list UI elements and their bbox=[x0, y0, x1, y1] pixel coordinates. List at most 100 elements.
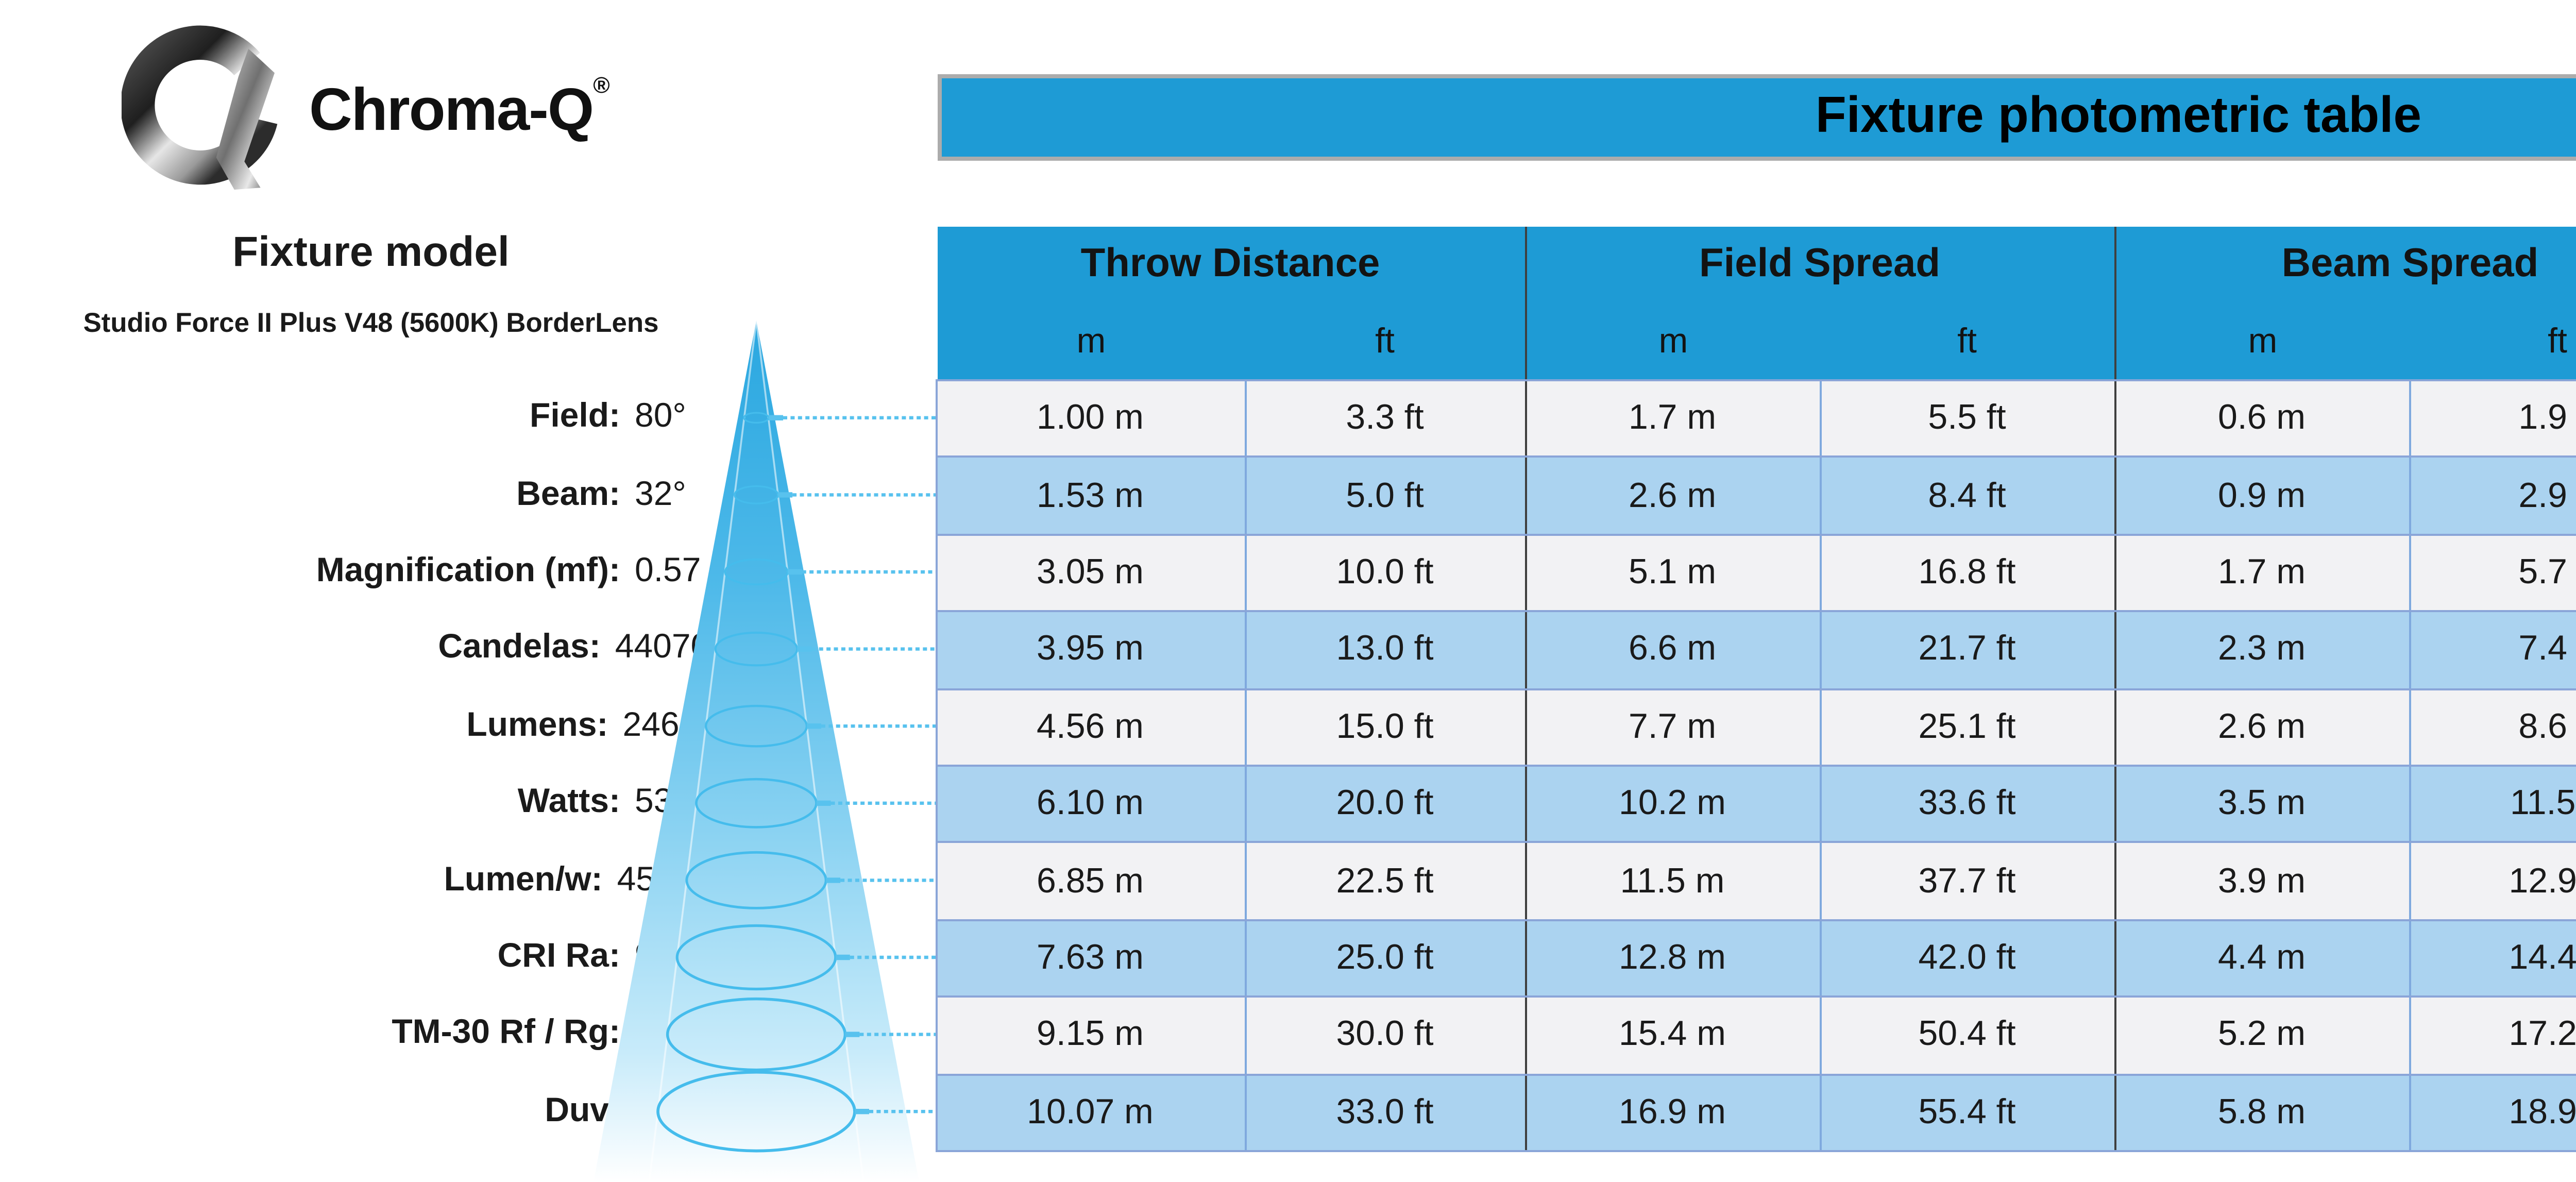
table-row: 3.05 m10.0 ft5.1 m16.8 ft1.7 m5.7 ft4737… bbox=[937, 533, 2576, 611]
spec-value: 80° bbox=[635, 398, 686, 435]
table-cell: 6.10 m bbox=[937, 766, 1246, 842]
table-cell: 2.6 m bbox=[2115, 689, 2410, 765]
table-cell: 5.0 ft bbox=[1246, 458, 1526, 534]
table-cell: 10.07 m bbox=[937, 1075, 1246, 1150]
table-cell: 37.7 ft bbox=[1821, 843, 2115, 919]
table-cell: 1.7 m bbox=[2115, 535, 2410, 611]
table-row: 1.00 m3.3 ft1.7 m5.5 ft0.6 m1.9 ft44070 … bbox=[937, 379, 2576, 457]
column-unit-header: ft bbox=[1246, 303, 1526, 379]
table-cell: 2.3 m bbox=[2115, 612, 2410, 688]
table-cell: 30.0 ft bbox=[1246, 998, 1526, 1073]
spec-row: Beam: 32° bbox=[0, 472, 762, 517]
column-unit-header: m bbox=[1658, 320, 1688, 360]
table-cell: 10.2 m bbox=[1526, 766, 1821, 842]
table-cell: 5.8 m bbox=[2115, 1075, 2410, 1150]
table-cell: 18.9 ft bbox=[2410, 1075, 2576, 1150]
table-cell: 3.5 m bbox=[2115, 766, 2410, 842]
brand-name-text: Chroma-Q bbox=[309, 78, 594, 144]
spec-label: Field: bbox=[530, 398, 620, 435]
table-row: 3.95 m13.0 ft6.6 m21.7 ft2.3 m7.4 ft2825… bbox=[937, 610, 2576, 688]
table-cell: 0.9 m bbox=[2115, 458, 2410, 534]
beam-spread-ellipse bbox=[685, 851, 827, 909]
spec-label: TM-30 Rf / Rg: bbox=[392, 1015, 620, 1052]
table-cell: 25.0 ft bbox=[1246, 920, 1526, 996]
column-unit-header: m bbox=[1076, 320, 1106, 360]
table-cell: 13.0 ft bbox=[1246, 612, 1526, 688]
table-cell: 20.0 ft bbox=[1246, 766, 1526, 842]
table-cell: 50.4 ft bbox=[1821, 998, 2115, 1073]
spec-label: Candelas: bbox=[438, 629, 601, 667]
table-cell: 6.6 m bbox=[1526, 612, 1821, 688]
table-cell: 12.9 ft bbox=[2410, 843, 2576, 919]
table-cell: 16.9 m bbox=[1526, 1075, 1821, 1150]
table-cell: 17.2 ft bbox=[2410, 998, 2576, 1073]
table-cell: 14.4 ft bbox=[2410, 921, 2576, 996]
field-cone-shape bbox=[594, 320, 919, 1182]
spec-label: Beam: bbox=[516, 475, 620, 513]
table-cell: 5.1 m bbox=[1526, 535, 1821, 611]
column-group-header: Field Spread bbox=[1526, 227, 2115, 303]
spec-row: Field: 80° bbox=[0, 395, 762, 441]
table-cell: 2.9 ft bbox=[2410, 459, 2576, 534]
table-cell: 33.0 ft bbox=[1246, 1075, 1526, 1150]
table-cell: 5.2 m bbox=[2115, 998, 2410, 1073]
spec-label: Magnification (mf): bbox=[316, 552, 620, 589]
column-unit-header: ft bbox=[1821, 303, 2115, 379]
table-cell: 12.8 m bbox=[1526, 920, 1821, 996]
table-cell: 4.56 m bbox=[937, 689, 1246, 765]
table-cell: 42.0 ft bbox=[1821, 920, 2115, 996]
table-cell: 8.6 ft bbox=[2410, 689, 2576, 765]
table-cell: 15.0 ft bbox=[1246, 689, 1526, 765]
table-cell: 8.4 ft bbox=[1821, 458, 2115, 534]
table-row: 4.56 m15.0 ft7.7 m25.1 ft2.6 m8.6 ft2119… bbox=[937, 687, 2576, 765]
table-cell: 11.5 m bbox=[1526, 843, 1821, 919]
table-cell: 1.7 m bbox=[1526, 381, 1821, 457]
spec-label: CRI Ra: bbox=[497, 938, 620, 975]
beam-spread-ellipse bbox=[734, 485, 779, 504]
fixture-model-name: Studio Force II Plus V48 (5600K) BorderL… bbox=[83, 307, 659, 338]
table-cell: 10.0 ft bbox=[1246, 535, 1526, 611]
column-unit-header: ft bbox=[2410, 303, 2576, 379]
brand-name: Chroma-Q® bbox=[309, 74, 610, 146]
registered-mark: ® bbox=[593, 74, 609, 99]
spec-label: Watts: bbox=[517, 783, 620, 821]
fixture-model-heading: Fixture model bbox=[232, 229, 510, 276]
table-cell: 5.7 ft bbox=[2410, 535, 2576, 611]
table-cell: 55.4 ft bbox=[1821, 1075, 2115, 1150]
table-cell: 9.15 m bbox=[937, 998, 1246, 1073]
spec-value: 32° bbox=[635, 475, 686, 513]
table-cell: 1.9 ft bbox=[2410, 381, 2576, 457]
table-cell: 2.6 m bbox=[1526, 458, 1821, 534]
column-group-header: Beam Spread bbox=[2115, 227, 2576, 303]
table-cell: 7.63 m bbox=[937, 920, 1246, 996]
table-cell: 7.4 ft bbox=[2410, 613, 2576, 688]
table-cell: 3.9 m bbox=[2115, 843, 2410, 919]
table-cell: 3.95 m bbox=[937, 612, 1246, 688]
column-unit-header: m bbox=[2248, 320, 2278, 360]
table-cell: 21.7 ft bbox=[1821, 612, 2115, 688]
table-cell: 1.00 m bbox=[937, 381, 1246, 457]
beam-spread-ellipse bbox=[666, 997, 847, 1072]
table-cell: 15.4 m bbox=[1526, 998, 1821, 1073]
column-group-header: Throw Distance bbox=[937, 227, 1526, 303]
table-header-units: mftmftmftLuxFootcandle bbox=[937, 303, 2576, 379]
table-cell: 25.1 ft bbox=[1821, 689, 2115, 765]
table-cell: 1.53 m bbox=[937, 458, 1246, 534]
chroma-q-logo-icon bbox=[122, 25, 280, 190]
table-cell: 7.7 m bbox=[1526, 689, 1821, 765]
table-title: Fixture photometric table bbox=[1815, 89, 2422, 144]
table-body: 1.00 m3.3 ft1.7 m5.5 ft0.6 m1.9 ft44070 … bbox=[935, 379, 2576, 1152]
table-cell: 3.05 m bbox=[937, 535, 1246, 611]
table-cell: 6.85 m bbox=[937, 843, 1246, 919]
table-cell: 3.3 ft bbox=[1246, 381, 1526, 457]
table-cell: 0.6 m bbox=[2115, 381, 2410, 457]
